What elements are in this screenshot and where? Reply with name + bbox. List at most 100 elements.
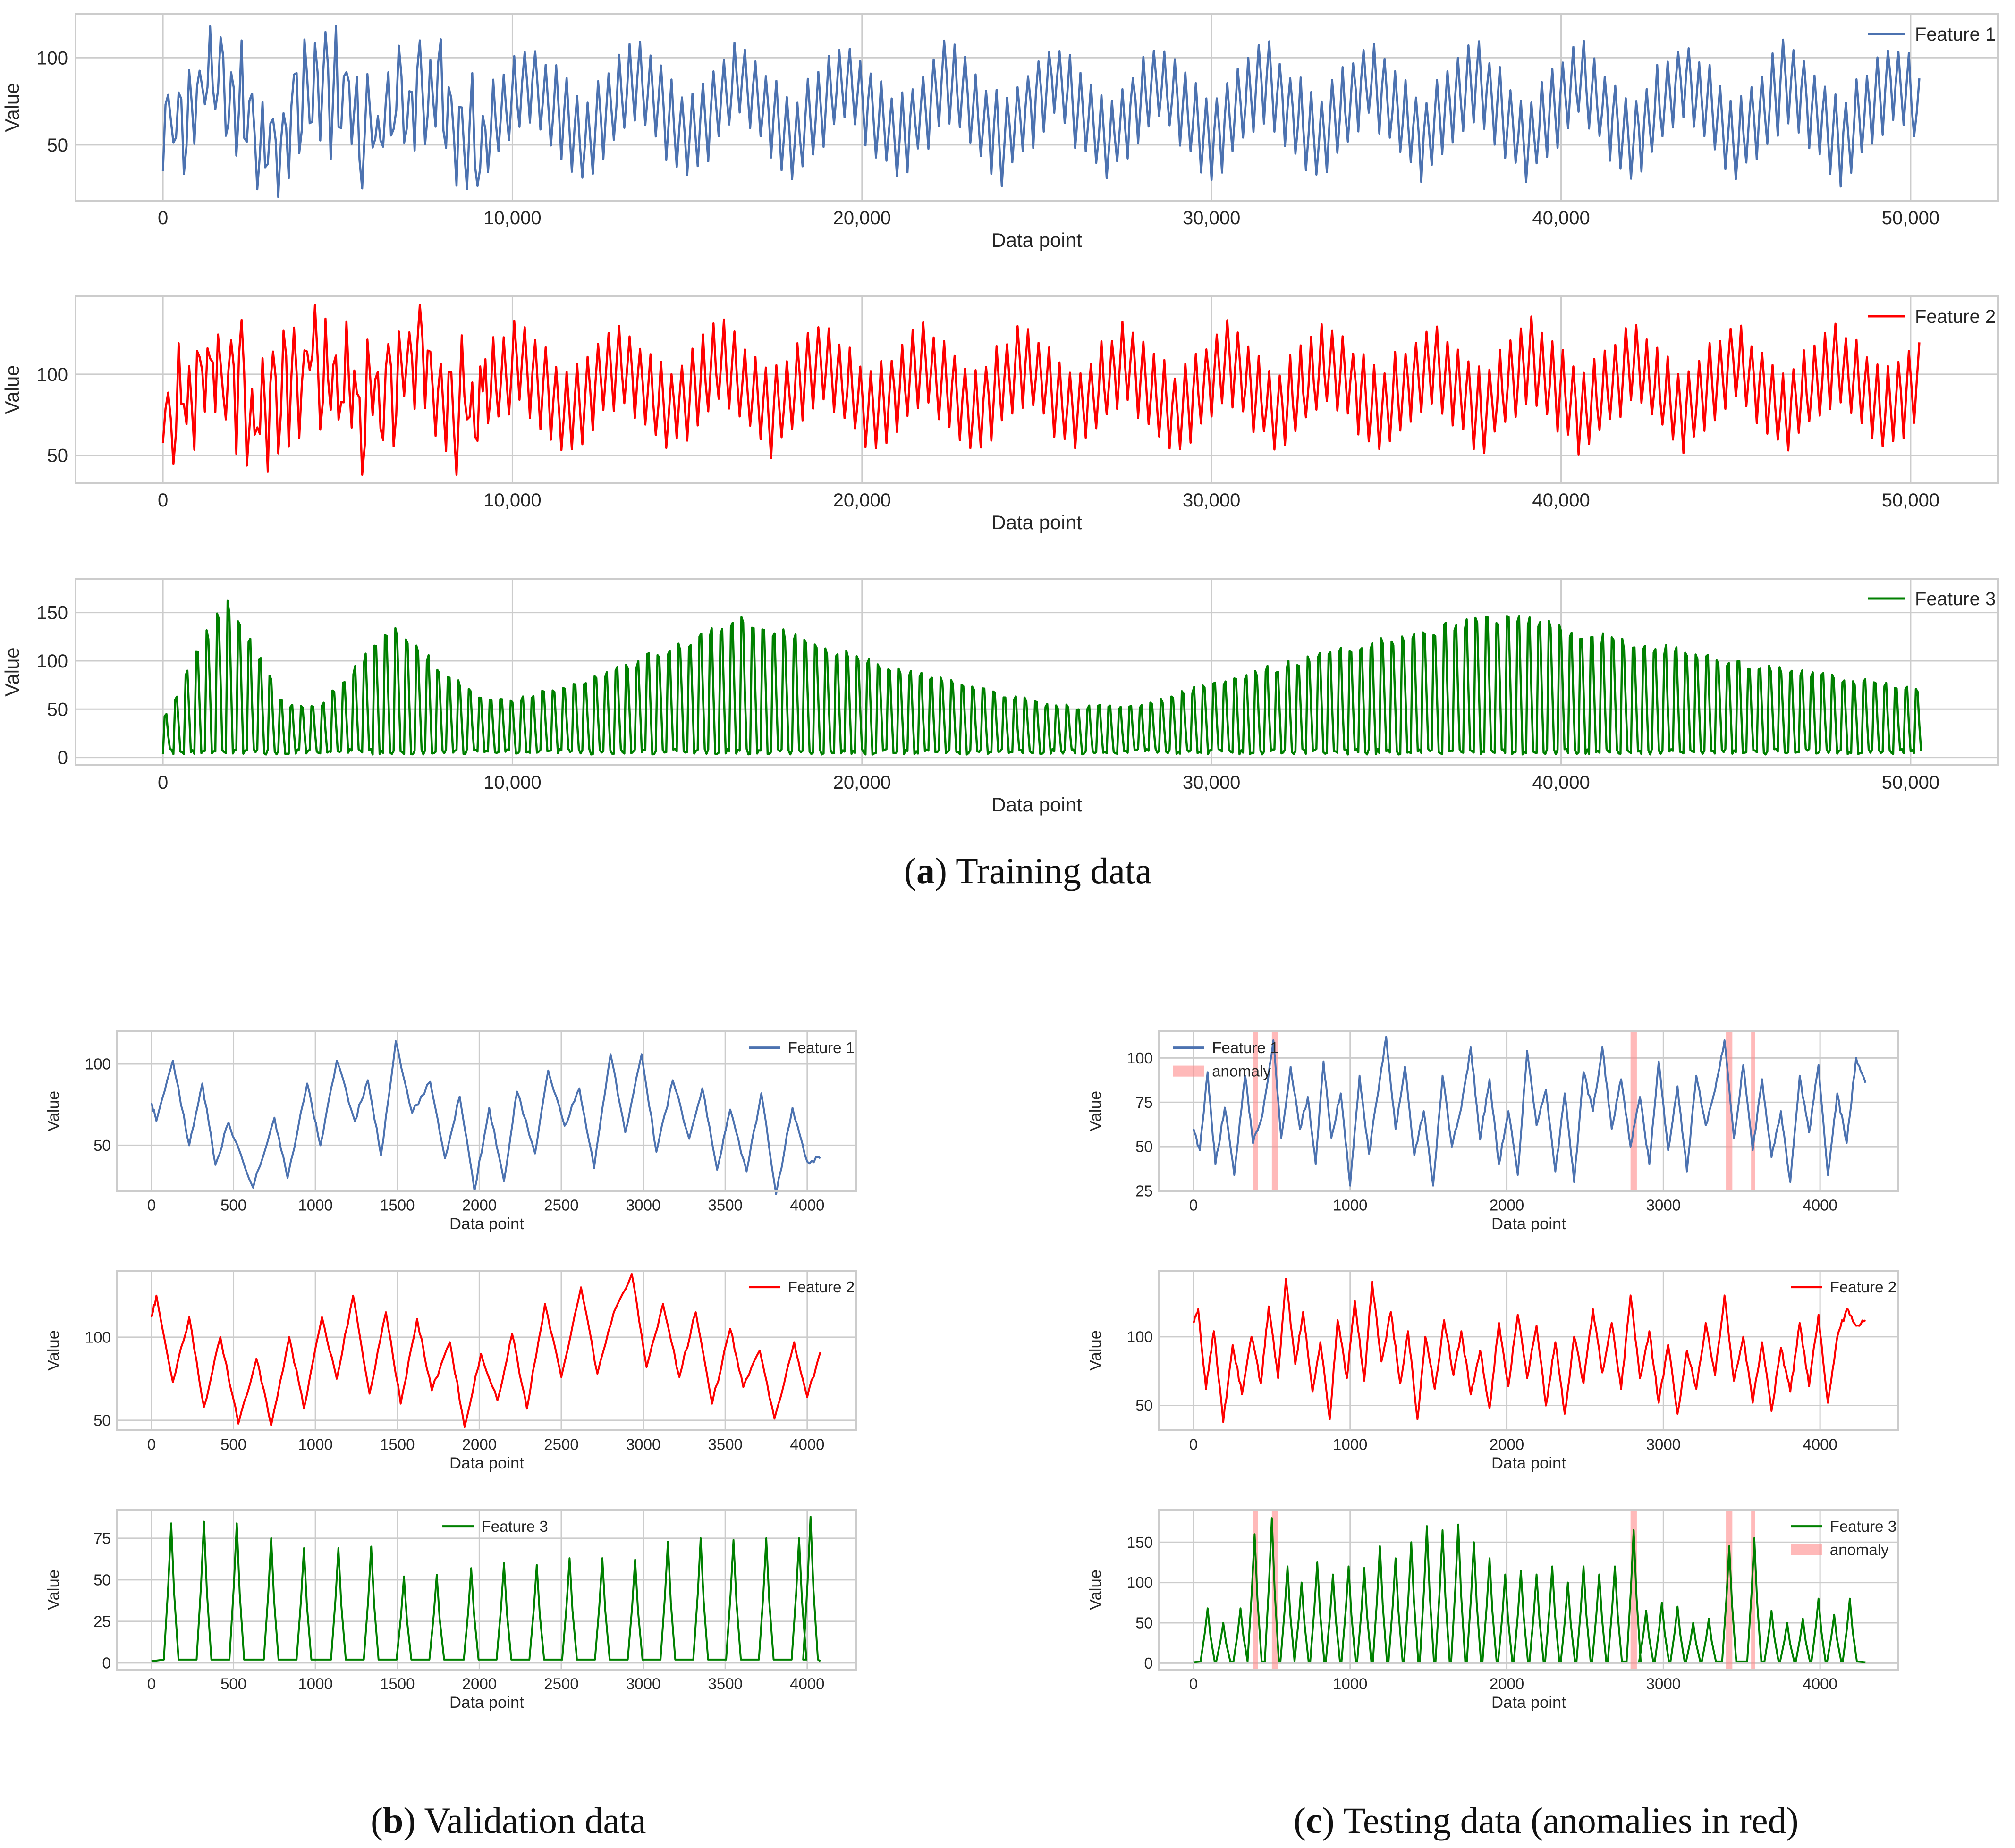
x-axis-label: Data point xyxy=(449,1215,524,1233)
legend-label: Feature 1 xyxy=(1915,24,1996,45)
x-tick-label: 4000 xyxy=(1803,1196,1837,1214)
y-tick-label: 100 xyxy=(1127,1574,1153,1591)
y-axis-label: Value xyxy=(44,1570,62,1610)
x-tick-label: 3500 xyxy=(708,1196,743,1214)
x-tick-label: 2000 xyxy=(1490,1675,1524,1692)
x-tick-label: 40,000 xyxy=(1532,490,1590,511)
chart-val-feature-3: 0 500 1000 1500 2000 2500 3000 3500 4000 0 25 50 75 D… xyxy=(44,1509,857,1712)
x-tick-label: 0 xyxy=(1189,1196,1198,1214)
y-tick-label: 100 xyxy=(1127,1049,1153,1067)
plot-frame xyxy=(1158,1509,1899,1671)
y-tick-label: 0 xyxy=(1144,1654,1152,1672)
x-tick-label: 1500 xyxy=(380,1196,415,1214)
x-tick-label: 0 xyxy=(1189,1435,1198,1453)
plot-area xyxy=(117,1031,856,1191)
legend-label: anomaly xyxy=(1830,1541,1889,1559)
plot-frame xyxy=(1158,1270,1899,1431)
x-tick-label: 10,000 xyxy=(483,490,541,511)
x-tick-label: 10,000 xyxy=(483,208,541,228)
series-line-feature-1 xyxy=(161,25,1921,198)
plot-frame xyxy=(75,295,1999,484)
x-tick-label: 3000 xyxy=(1646,1675,1681,1692)
y-axis-label: Value xyxy=(1086,1330,1104,1371)
x-tick-label: 50,000 xyxy=(1882,208,1939,228)
plot-frame xyxy=(116,1270,857,1431)
x-tick-label: 1000 xyxy=(298,1675,332,1692)
y-tick-label: 0 xyxy=(102,1654,110,1671)
chart-test-feature-3: 0 1000 2000 3000 4000 0 50 100 150 Data point Valu… xyxy=(1086,1509,1899,1712)
y-tick-label: 150 xyxy=(36,603,68,624)
x-tick-label: 500 xyxy=(220,1435,246,1453)
series-line-feature-2 xyxy=(1193,1278,1866,1423)
y-tick-label: 50 xyxy=(47,699,68,720)
x-tick-label: 0 xyxy=(158,490,168,511)
anomaly-band xyxy=(1630,1031,1637,1191)
chart-train-feature-3: 0 10,000 20,000 30,000 40,000 50,000 0 50 100 150… xyxy=(1,578,1999,816)
caption-b: (b) Validation data xyxy=(371,1800,646,1841)
x-axis-label: Data point xyxy=(1491,1454,1566,1472)
x-tick-label: 4000 xyxy=(790,1435,824,1453)
x-tick-label: 0 xyxy=(147,1435,156,1453)
plot-frame xyxy=(75,13,1999,202)
x-tick-label: 2000 xyxy=(462,1435,497,1453)
x-tick-label: 4000 xyxy=(790,1196,824,1214)
x-tick-label: 3000 xyxy=(1646,1196,1681,1214)
y-axis-label: Value xyxy=(1086,1091,1104,1131)
x-tick-label: 0 xyxy=(158,208,168,228)
x-axis-label: Data point xyxy=(1491,1215,1566,1233)
x-tick-label: 40,000 xyxy=(1532,772,1590,793)
anomaly-band xyxy=(1726,1510,1733,1670)
caption-c: (c) Testing data (anomalies in red) xyxy=(1294,1800,1799,1841)
x-tick-label: 40,000 xyxy=(1532,208,1590,228)
x-tick-label: 0 xyxy=(147,1196,156,1214)
x-tick-label: 4000 xyxy=(1803,1435,1837,1453)
x-tick-label: 50,000 xyxy=(1882,490,1939,511)
x-tick-label: 1000 xyxy=(1333,1196,1367,1214)
x-tick-label: 500 xyxy=(220,1675,246,1692)
y-tick-label: 75 xyxy=(93,1529,111,1547)
legend-label: Feature 2 xyxy=(1830,1278,1896,1296)
plot-area xyxy=(1159,1271,1898,1430)
series-line-feature-1 xyxy=(1193,1036,1867,1187)
x-tick-label: 30,000 xyxy=(1183,490,1240,511)
x-tick-label: 1500 xyxy=(380,1435,415,1453)
anomaly-band xyxy=(1253,1510,1258,1670)
legend-label: Feature 1 xyxy=(788,1039,855,1056)
legend-label: Feature 1 xyxy=(1212,1039,1278,1056)
y-tick-label: 25 xyxy=(1135,1182,1153,1200)
y-tick-label: 100 xyxy=(36,651,68,672)
plot-area xyxy=(1159,1510,1898,1670)
y-tick-label: 50 xyxy=(1135,1138,1153,1156)
legend-label: anomaly xyxy=(1212,1063,1271,1080)
y-tick-label: 50 xyxy=(1135,1614,1153,1632)
y-tick-label: 100 xyxy=(36,364,68,385)
x-axis-label: Data point xyxy=(991,793,1082,816)
y-tick-label: 50 xyxy=(93,1411,111,1429)
chart-train-feature-2: 0 10,000 20,000 30,000 40,000 50,000 50 100 Data… xyxy=(1,295,1999,533)
x-tick-label: 50,000 xyxy=(1882,772,1939,793)
plot-frame xyxy=(1158,1030,1899,1192)
y-axis-label: Value xyxy=(44,1091,62,1131)
x-tick-label: 1000 xyxy=(1333,1675,1367,1692)
x-tick-label: 0 xyxy=(1189,1675,1198,1692)
legend-label: Feature 3 xyxy=(1915,589,1996,609)
y-axis-label: Value xyxy=(1,365,23,414)
x-tick-label: 2000 xyxy=(462,1196,497,1214)
x-tick-label: 1000 xyxy=(298,1196,332,1214)
x-axis-label: Data point xyxy=(1491,1694,1566,1712)
x-tick-label: 4000 xyxy=(1803,1675,1837,1692)
y-axis-label: Value xyxy=(1,83,23,132)
y-tick-label: 100 xyxy=(85,1055,111,1073)
x-tick-label: 3000 xyxy=(1646,1435,1681,1453)
x-tick-label: 3000 xyxy=(626,1675,660,1692)
x-tick-label: 2000 xyxy=(1490,1435,1524,1453)
x-tick-label: 0 xyxy=(147,1675,156,1692)
y-tick-label: 50 xyxy=(93,1137,111,1154)
x-tick-label: 3500 xyxy=(708,1435,743,1453)
plot-frame xyxy=(75,578,1999,766)
x-tick-label: 1000 xyxy=(1333,1435,1367,1453)
x-tick-label: 3500 xyxy=(708,1675,743,1692)
x-tick-label: 30,000 xyxy=(1183,772,1240,793)
chart-val-feature-1: 0 500 1000 1500 2000 2500 3000 3500 4000 50 100 Dat… xyxy=(44,1030,857,1233)
x-tick-label: 500 xyxy=(220,1196,246,1214)
